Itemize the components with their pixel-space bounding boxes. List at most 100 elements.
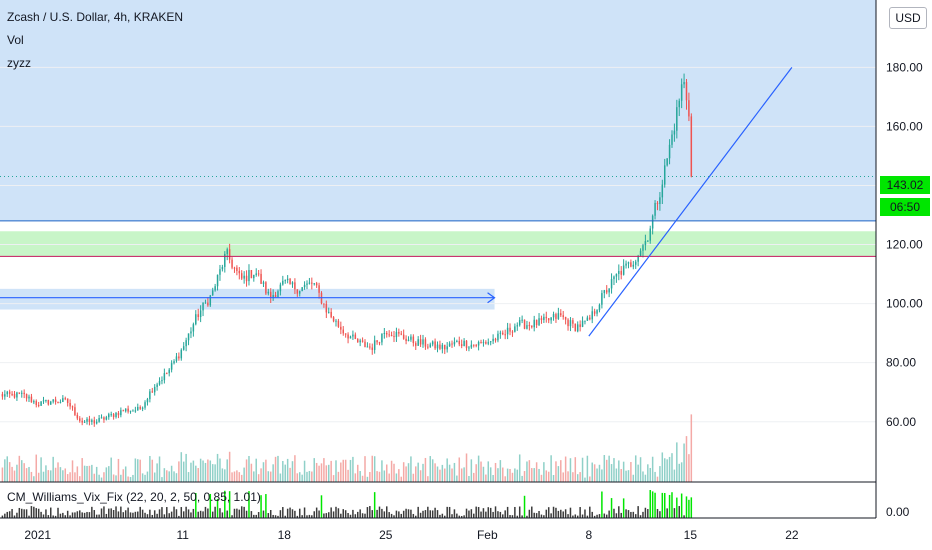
- vix-bar: [274, 515, 277, 518]
- candle-body: [359, 340, 361, 343]
- volume-bar: [412, 473, 415, 482]
- candle-body: [195, 314, 197, 325]
- volume-bar: [337, 471, 340, 482]
- vix-bar: [28, 515, 30, 518]
- vix-bar: [325, 513, 328, 518]
- candle-body: [661, 184, 664, 198]
- candle-body: [245, 275, 248, 282]
- volume-bar: [335, 460, 337, 482]
- vix-bar: [499, 511, 502, 518]
- volume-bar: [86, 465, 88, 482]
- volume-bar: [601, 469, 603, 482]
- candle-body: [543, 316, 545, 321]
- volume-bar: [13, 470, 16, 482]
- vix-bar: [289, 507, 291, 518]
- candle-body: [139, 406, 141, 409]
- candle-body: [269, 291, 272, 298]
- candle-body: [625, 263, 627, 266]
- vix-bar: [489, 507, 492, 518]
- volume-bar: [352, 456, 354, 482]
- candle-body: [673, 130, 676, 135]
- vix-bar: [18, 507, 21, 518]
- candle-body: [424, 339, 427, 347]
- volume-bar: [465, 453, 468, 482]
- vix-bar: [538, 511, 540, 518]
- vix-bar: [352, 509, 354, 518]
- volume-bar: [489, 467, 492, 482]
- candle-body: [347, 334, 349, 339]
- volume-bar: [238, 472, 241, 482]
- vix-bar: [685, 496, 688, 518]
- vix-bar: [473, 513, 475, 518]
- volume-bar: [509, 468, 511, 482]
- volume-bar: [540, 474, 543, 482]
- vix-bar: [668, 494, 671, 518]
- volume-bar: [424, 457, 427, 482]
- vix-bar: [298, 508, 301, 518]
- candle-body: [456, 340, 458, 342]
- volume-bar: [25, 468, 28, 482]
- volume-bar: [473, 472, 475, 482]
- vix-bar: [4, 513, 6, 518]
- volume-bar: [330, 460, 332, 482]
- vix-bar: [634, 514, 637, 518]
- volume-bar: [364, 456, 366, 482]
- vix-bar: [342, 509, 344, 518]
- vix-bar: [475, 506, 477, 518]
- volume-bar: [431, 459, 434, 482]
- vix-bar: [170, 511, 173, 518]
- vix-bar: [514, 506, 516, 518]
- vix-bar: [117, 511, 120, 518]
- volume-bar: [458, 457, 461, 482]
- vix-bar: [216, 498, 219, 518]
- volume-bar: [576, 474, 579, 482]
- vix-bar: [528, 509, 531, 518]
- vix-bar: [91, 506, 93, 518]
- volume-bar: [381, 460, 383, 482]
- vix-bar: [151, 514, 154, 518]
- candle-body: [112, 414, 115, 417]
- volume-bar: [632, 474, 635, 482]
- volume-bar: [634, 455, 637, 482]
- candle-body: [100, 417, 103, 419]
- vix-bar: [250, 511, 253, 518]
- vix-bar: [516, 515, 519, 518]
- vix-bar: [540, 514, 543, 518]
- volume-bar: [637, 464, 639, 482]
- volume-bar: [470, 459, 473, 482]
- vix-bar: [23, 509, 25, 518]
- candle-body: [129, 410, 132, 412]
- vix-bar: [562, 511, 564, 518]
- candle-body: [538, 318, 540, 326]
- vix-bar: [54, 515, 57, 518]
- vix-bar: [66, 510, 69, 518]
- candle-body: [40, 401, 42, 406]
- vix-bar: [110, 508, 112, 518]
- volume-bar: [209, 460, 212, 482]
- volume-bar: [156, 463, 158, 482]
- candle-body: [178, 356, 180, 359]
- vix-bar: [303, 507, 306, 518]
- candle-body: [576, 324, 579, 332]
- vix-bar: [240, 506, 243, 518]
- vix-bar: [349, 514, 352, 518]
- volume-bar: [124, 466, 127, 482]
- vix-bar: [260, 495, 262, 518]
- volume-bar: [57, 462, 59, 482]
- vix-bar: [369, 506, 371, 518]
- vix-bar: [680, 493, 683, 518]
- candle-body: [608, 288, 610, 293]
- candle-body: [13, 393, 16, 398]
- currency-button[interactable]: USD: [889, 7, 927, 29]
- candle-body: [209, 295, 212, 306]
- candle-body: [678, 100, 680, 108]
- candle-body: [170, 363, 173, 370]
- candle-body: [627, 262, 630, 264]
- candle-body: [352, 334, 354, 337]
- candle-body: [197, 314, 199, 318]
- candle-body: [303, 284, 306, 288]
- time-tick-label: 2021: [24, 528, 51, 542]
- volume-bar: [202, 460, 204, 482]
- volume-bar: [228, 451, 231, 482]
